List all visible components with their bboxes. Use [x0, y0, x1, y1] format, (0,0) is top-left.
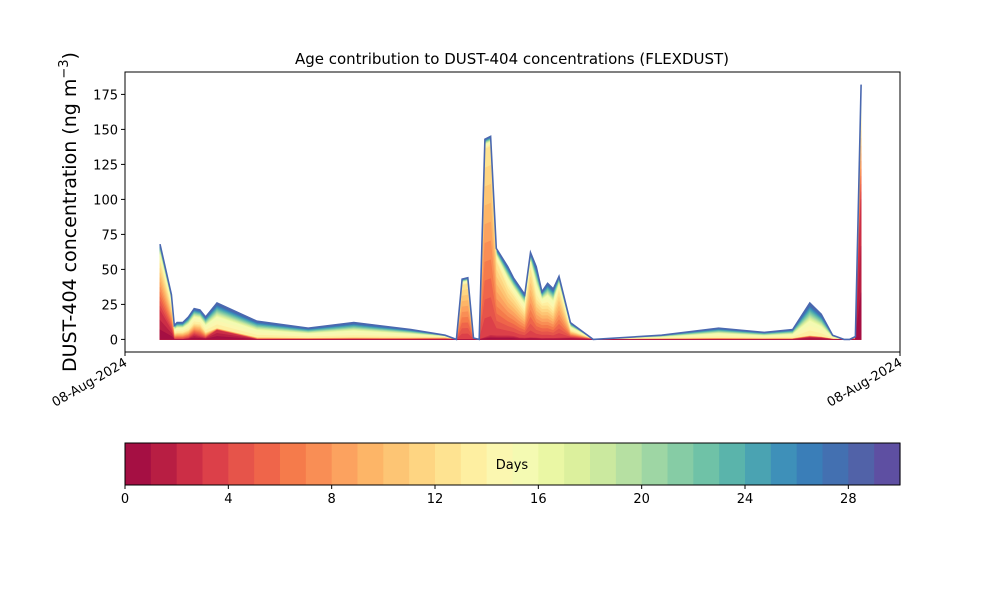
colorbar-tick-label: 20 [633, 492, 650, 507]
colorbar-cell [512, 443, 539, 485]
y-tick-label: 175 [93, 88, 118, 103]
colorbar-cell [254, 443, 281, 485]
colorbar: Days 0 4 8 12 16 20 24 28 [121, 442, 901, 507]
colorbar-cell [460, 443, 488, 485]
y-axis-label: DUST-404 concentration (ng m−3) [57, 52, 81, 372]
colorbar-cell [383, 443, 410, 485]
colorbar-cell [435, 443, 462, 485]
x-tick-label: 08-Aug-2024 [825, 355, 905, 410]
y-tick-label: 125 [93, 158, 118, 173]
colorbar-cell [770, 443, 798, 485]
colorbar-tick-label: 0 [121, 492, 129, 507]
y-tick-label: 25 [101, 298, 118, 313]
y-tick-label: 0 [110, 333, 118, 348]
colorbar-tick-label: 12 [427, 492, 444, 507]
y-axis: 0 25 50 75 100 125 150 175 [93, 88, 125, 348]
main-plot: 0 25 50 75 100 125 150 175 08-Aug-2024 08-Aug-20… [50, 50, 905, 411]
colorbar-cell [615, 443, 643, 485]
y-axis-label-main: DUST-404 concentration (ng m [59, 79, 81, 372]
axes-frame [124, 71, 901, 353]
colorbar-cell [693, 443, 720, 485]
chart-title: Age contribution to DUST-404 concentrati… [295, 50, 729, 68]
colorbar-cell [331, 443, 359, 485]
y-axis-label-close: ) [59, 52, 81, 59]
colorbar-tick-label: 4 [224, 492, 232, 507]
colorbar-cell [305, 443, 333, 485]
age-bin-area [159, 153, 862, 340]
y-tick-label: 75 [101, 228, 118, 243]
stacked-age-areas [159, 84, 862, 341]
colorbar-frame [124, 442, 901, 486]
colorbar-cell [564, 443, 591, 485]
colorbar-tick-label: 16 [530, 492, 547, 507]
colorbar-cell [409, 443, 436, 485]
colorbar-tick-label: 28 [840, 492, 857, 507]
y-axis-label-exponent: −3 [57, 59, 72, 78]
colorbar-cell [667, 443, 694, 485]
y-tick-label: 150 [93, 123, 118, 138]
colorbar-cell [202, 443, 229, 485]
colorbar-cell [874, 443, 901, 485]
colorbar-tick-label: 24 [737, 492, 754, 507]
colorbar-cell [822, 443, 849, 485]
colorbar-tick-label: 8 [328, 492, 336, 507]
colorbar-label: Days [496, 458, 529, 473]
colorbar-cell [590, 443, 617, 485]
colorbar-cells [125, 443, 901, 485]
colorbar-cell [228, 443, 255, 485]
colorbar-cell [357, 443, 384, 485]
colorbar-cell [150, 443, 178, 485]
colorbar-cell [125, 443, 152, 485]
colorbar-cell [280, 443, 307, 485]
colorbar-cell [176, 443, 204, 485]
colorbar-cell [538, 443, 565, 485]
colorbar-ticks: 0 4 8 12 16 20 24 28 [121, 485, 857, 507]
colorbar-cell [719, 443, 746, 485]
age-bin-area [159, 292, 862, 340]
x-axis: 08-Aug-2024 08-Aug-2024 [50, 352, 905, 411]
colorbar-cell [848, 443, 875, 485]
colorbar-cell [745, 443, 772, 485]
colorbar-cell [641, 443, 669, 485]
total-concentration-line [159, 84, 862, 341]
y-tick-label: 50 [101, 263, 118, 278]
colorbar-cell [486, 443, 514, 485]
y-tick-label: 100 [93, 193, 118, 208]
colorbar-cell [796, 443, 824, 485]
